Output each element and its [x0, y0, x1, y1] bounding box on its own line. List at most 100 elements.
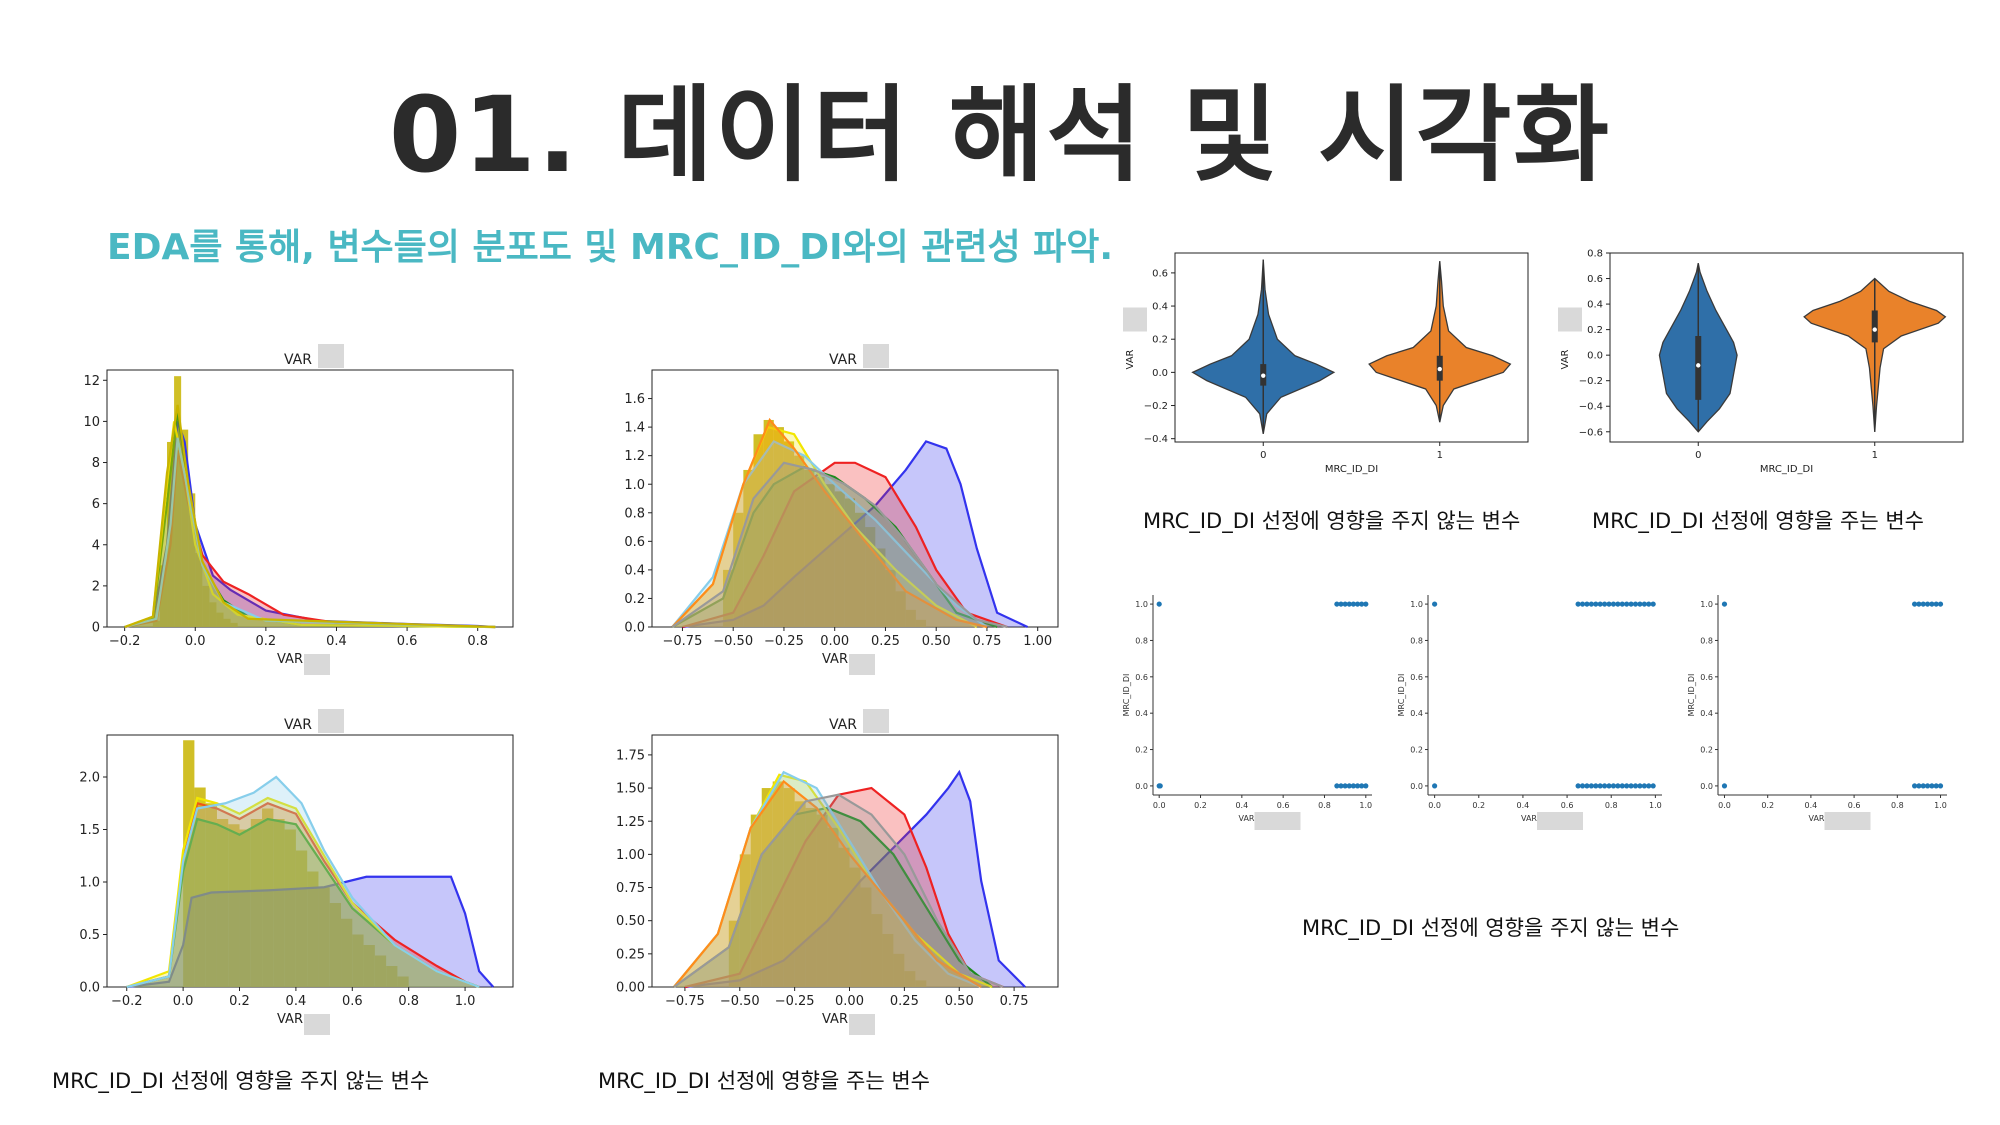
x-tick-label: −0.25: [775, 994, 815, 1009]
x-tick-label: 0.2: [1194, 801, 1207, 810]
kde-area: [672, 441, 987, 627]
hist-bar: [239, 829, 251, 987]
chart-title: VAR: [829, 352, 857, 368]
y-axis-label: VAR: [1125, 349, 1136, 369]
y-tick-label: 1.4: [624, 421, 645, 436]
kde-area: [124, 411, 496, 627]
scatter-point: [1933, 783, 1939, 789]
redaction-box: [318, 344, 344, 368]
hist-bar: [814, 477, 825, 627]
redaction-box: [1254, 812, 1301, 830]
x-tick-label: −0.75: [665, 994, 705, 1009]
kde-line: [126, 775, 480, 989]
hist-bar: [895, 591, 906, 627]
x-axis-label: VAR: [822, 652, 848, 667]
x-tick-label: 0.6: [397, 634, 418, 649]
scatter-point: [1628, 783, 1634, 789]
redaction-box: [304, 1014, 330, 1035]
scatter-chart-3: 0.0 0.2 0.4 0.6 0.8 1.0 0.0 0.2 0.4 0.6 0.8 1.0 VAR M…: [1687, 595, 1947, 830]
x-tick-label: 0.8: [467, 634, 488, 649]
x-tick-label: 0.2: [1761, 801, 1774, 810]
hist-bar: [728, 920, 740, 987]
y-tick-label: 0.4: [1152, 302, 1168, 313]
scatter-point: [1342, 783, 1348, 789]
scatter-point: [1579, 601, 1586, 607]
x-tick-label: −0.2: [109, 634, 141, 649]
x-tick-label: 0.0: [1153, 801, 1166, 810]
scatter-point: [1721, 601, 1728, 607]
hist-bar: [733, 512, 744, 627]
scatter-point: [1606, 601, 1612, 607]
hist-bar: [915, 980, 927, 987]
x-tick-label: −0.75: [663, 634, 703, 649]
x-tick-label: 1: [1437, 450, 1443, 461]
kde-area: [124, 437, 496, 627]
scatter-point: [1632, 601, 1639, 607]
kde-area: [124, 450, 496, 627]
kde-area: [124, 404, 496, 627]
hist-bar: [816, 814, 828, 987]
caption-violin-right: MRC_ID_DI 선정에 영향을 주는 변수: [1592, 509, 1924, 533]
hist-bar: [772, 781, 784, 987]
scatter-point: [1937, 783, 1944, 789]
scatter-point: [1334, 601, 1340, 607]
scatter-point: [1432, 601, 1438, 607]
kde-area: [124, 421, 496, 627]
x-tick-label: 1.0: [455, 994, 476, 1009]
scatter-point: [1615, 601, 1621, 607]
y-tick-label: 1.0: [1700, 600, 1713, 609]
scatter-point: [1628, 601, 1634, 607]
x-tick-label: 0.25: [871, 634, 900, 649]
violin-chart-1: −0.4 −0.2 0.0 0.2 0.4 0.6 MRC_ID_DI 0 1 VAR: [1123, 252, 1529, 475]
hist-bar: [230, 622, 238, 627]
kde-area: [682, 441, 1028, 627]
hist-bar: [250, 819, 263, 987]
y-tick-label: 0.2: [1700, 746, 1713, 755]
hist-bar: [753, 434, 764, 627]
hist-bar: [159, 565, 168, 627]
hist-chart-4: −0.75 −0.50 −0.25 0.00 0.25 0.50 0.75 0.00 0.25 0…: [616, 709, 1059, 1035]
scatter-point: [1359, 783, 1365, 789]
y-tick-label: 0.75: [616, 881, 645, 896]
y-tick-label: 0.6: [1700, 673, 1713, 682]
hist-bar: [783, 788, 795, 987]
x-tick-label: 0.0: [1428, 801, 1441, 810]
y-tick-label: 0.8: [1410, 636, 1423, 645]
hist-bar: [352, 934, 364, 987]
hist-bar: [202, 585, 210, 627]
y-tick-label: 0.0: [624, 621, 645, 636]
y-tick-label: 4: [92, 538, 100, 553]
hist-bar: [915, 619, 927, 627]
hist-bar: [152, 620, 160, 627]
chart-title: VAR: [284, 352, 312, 368]
hist-bar: [882, 933, 894, 987]
y-tick-label: 0.50: [616, 914, 645, 929]
hist-bar: [761, 788, 773, 987]
y-tick-label: 0.4: [624, 563, 645, 578]
hist-chart-2: −0.75 −0.50 −0.25 0.00 0.25 0.50 0.75 1.00 0.0 0.…: [624, 344, 1059, 675]
scatter-point: [1602, 601, 1608, 607]
scatter-point: [1593, 783, 1599, 789]
y-tick-label: 0.2: [1587, 325, 1603, 336]
scatter-point: [1346, 783, 1352, 789]
scatter-point: [1350, 783, 1357, 789]
x-tick-label: 0.50: [945, 994, 974, 1009]
x-tick-label: 0.25: [890, 994, 919, 1009]
y-tick-label: 0.0: [1587, 351, 1603, 362]
hist-bar: [838, 847, 850, 987]
y-tick-label: 8: [92, 456, 100, 471]
x-tick-label: 0.6: [1277, 801, 1290, 810]
hist-chart-1: −0.2 0.0 0.2 0.4 0.6 0.8 0 2 4 6 8 10 12 VAR VAR: [83, 344, 514, 675]
x-tick-label: 1.0: [1934, 801, 1947, 810]
x-tick-label: 0.6: [1561, 801, 1574, 810]
hist-bar: [849, 867, 861, 987]
scatter-chart-2: 0.0 0.2 0.4 0.6 0.8 1.0 0.0 0.2 0.4 0.6 0.8 1.0 VAR M…: [1397, 595, 1662, 830]
x-axis-label: VAR: [277, 1012, 303, 1027]
hist-bar: [794, 801, 806, 987]
scatter-point: [1615, 783, 1621, 789]
x-tick-label: 0.0: [173, 994, 194, 1009]
y-tick-label: 10: [83, 415, 100, 430]
scatter-point: [1606, 783, 1612, 789]
scatter-point: [1650, 783, 1656, 789]
x-tick-label: 0.8: [1891, 801, 1904, 810]
